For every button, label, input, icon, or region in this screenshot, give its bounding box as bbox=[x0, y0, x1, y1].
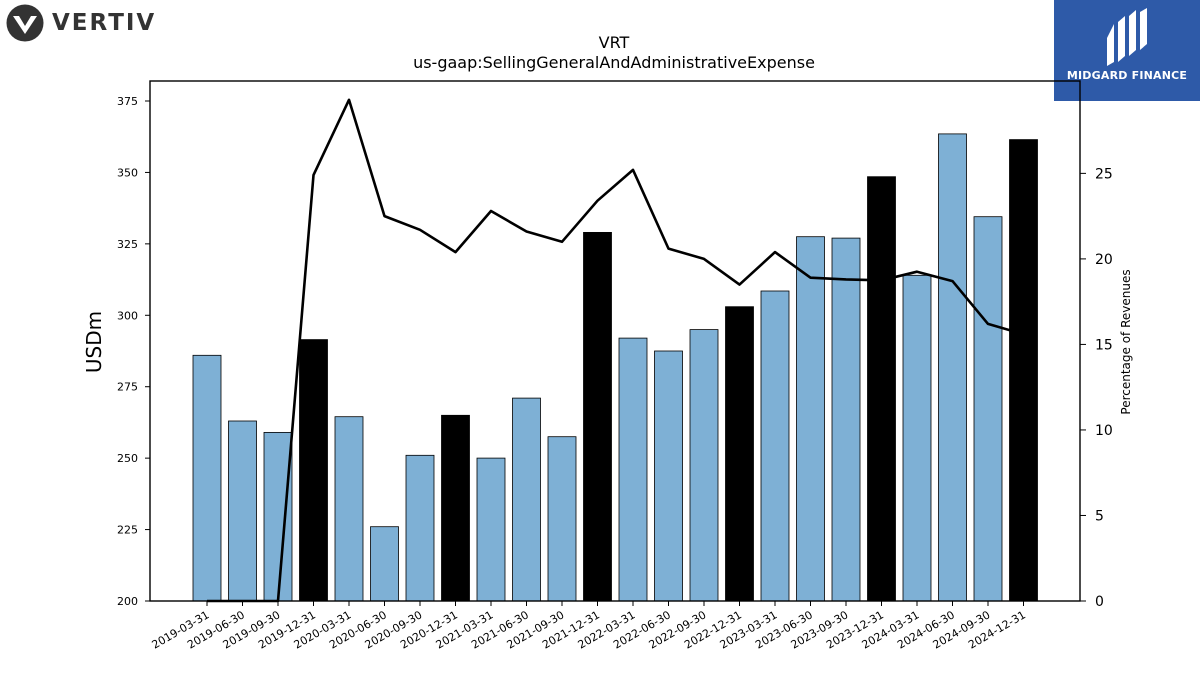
bar-2024-12-31 bbox=[1009, 139, 1038, 602]
y-axis-label: USDm bbox=[82, 311, 106, 373]
vertiv-logo: VERTIV bbox=[6, 4, 156, 42]
bar-2021-09-30 bbox=[547, 436, 577, 602]
vertiv-logo-icon bbox=[6, 4, 44, 42]
y-tick-label-250: 250 bbox=[117, 452, 138, 465]
y-tick-label-350: 350 bbox=[117, 166, 138, 179]
bar-2020-12-31 bbox=[441, 414, 470, 602]
y2-tick-label-25: 25 bbox=[1095, 166, 1113, 182]
chart-title: VRT bbox=[599, 33, 630, 52]
percentage-line bbox=[207, 98, 1024, 603]
bar-2024-03-31 bbox=[902, 274, 932, 602]
bar-2021-06-30 bbox=[512, 397, 541, 602]
vertiv-wordmark: VERTIV bbox=[52, 10, 157, 36]
bar-2023-12-31 bbox=[867, 176, 896, 602]
bar-2024-09-30 bbox=[973, 216, 1003, 602]
y2-tick-label-15: 15 bbox=[1095, 337, 1113, 353]
y-tick-label-200: 200 bbox=[117, 595, 138, 608]
bar-2021-03-31 bbox=[476, 457, 506, 602]
y-tick-label-225: 225 bbox=[117, 524, 138, 537]
y-tick-label-300: 300 bbox=[117, 309, 138, 322]
y-tick-label-275: 275 bbox=[117, 381, 138, 394]
plot-frame bbox=[149, 80, 1081, 602]
bar-2024-06-30 bbox=[938, 133, 967, 602]
y2-tick-label-5: 5 bbox=[1095, 508, 1104, 524]
bar-2019-09-30 bbox=[263, 431, 293, 602]
bars-layer bbox=[192, 133, 1038, 602]
y-tick-label-375: 375 bbox=[117, 95, 138, 108]
midgard-logo: MIDGARD FINANCE bbox=[1054, 0, 1200, 101]
bar-2020-03-31 bbox=[334, 416, 364, 602]
bar-2023-09-30 bbox=[831, 237, 861, 602]
bar-2022-03-31 bbox=[618, 337, 648, 602]
y-tick-label-325: 325 bbox=[117, 238, 138, 251]
bar-2020-06-30 bbox=[370, 526, 399, 602]
line-layer bbox=[207, 98, 1024, 603]
bar-2020-09-30 bbox=[405, 454, 435, 602]
chart-subtitle: us-gaap:SellingGeneralAndAdministrativeE… bbox=[413, 53, 815, 72]
bar-2019-12-31 bbox=[299, 339, 328, 602]
bar-2019-03-31 bbox=[192, 354, 222, 602]
midgard-logo-icon bbox=[1107, 8, 1147, 66]
y2-axis-label: Percentage of Revenues bbox=[1119, 269, 1133, 414]
bar-2021-12-31 bbox=[583, 231, 612, 602]
y2-tick-label-0: 0 bbox=[1095, 594, 1104, 610]
bar-2022-06-30 bbox=[654, 350, 683, 602]
midgard-wordmark: MIDGARD FINANCE bbox=[1066, 69, 1188, 82]
bar-2023-03-31 bbox=[760, 290, 790, 602]
bar-2022-09-30 bbox=[689, 329, 719, 602]
bar-2019-06-30 bbox=[228, 420, 257, 602]
y2-tick-label-10: 10 bbox=[1095, 423, 1113, 439]
bar-2023-06-30 bbox=[796, 236, 825, 602]
bar-2022-12-31 bbox=[725, 306, 754, 602]
y2-tick-label-20: 20 bbox=[1095, 252, 1113, 268]
